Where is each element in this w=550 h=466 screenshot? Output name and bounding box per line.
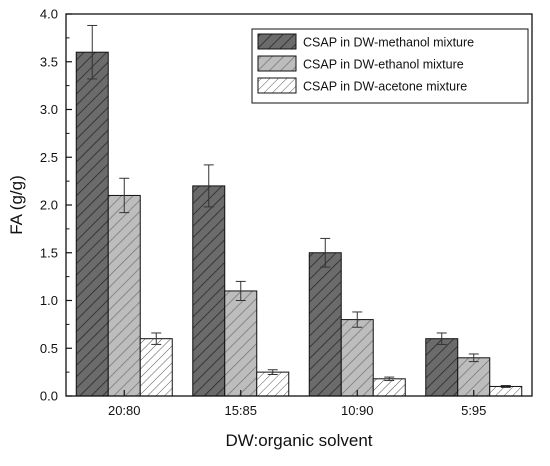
legend-label: CSAP in DW-ethanol mixture [303,58,464,72]
bar-20-80-series-0 [75,51,109,397]
x-tick-label: 5:95 [461,403,486,418]
y-tick-label: 1.5 [40,245,58,260]
y-tick-label: 4.0 [40,7,58,22]
legend-label: CSAP in DW-acetone mixture [303,80,467,94]
legend: CSAP in DW-methanol mixture CSAP in DW-et… [251,28,529,104]
y-axis: 0.0 0.5 1.0 1.5 2.0 2.5 3.0 3.5 4.0 [40,7,72,404]
bar-15-85-series-2 [256,371,290,397]
y-tick-label: 0.0 [40,389,58,404]
y-tick-label: 0.5 [40,341,58,356]
x-tick-label: 10:90 [341,403,374,418]
bar-20-80-series-2 [139,338,173,397]
bar-15-85-series-0 [192,185,226,397]
y-tick-label: 3.5 [40,54,58,69]
bar-5-95-series-0 [425,338,459,397]
error-bars-layer [87,24,511,388]
bars-layer [75,51,523,397]
y-tick-label: 2.0 [40,198,58,213]
y-tick-label: 3.0 [40,102,58,117]
bar-15-85-series-1 [224,290,258,397]
bar-10-90-series-0 [308,252,342,397]
x-tick-label: 15:85 [224,403,257,418]
y-tick-label: 2.5 [40,150,58,165]
bar-20-80-series-1 [107,194,141,397]
y-axis-title: FA (g/g) [7,175,26,235]
x-axis-title: DW:organic solvent [225,431,372,450]
bar-10-90-series-1 [340,319,374,397]
y-tick-label: 1.0 [40,293,58,308]
legend-swatch [257,55,297,72]
legend-label: CSAP in DW-methanol mixture [303,36,474,50]
legend-swatch [257,33,297,50]
legend-box [251,28,529,104]
x-tick-label: 20:80 [108,403,141,418]
x-axis: 20:80 15:85 10:90 5:95 [108,390,486,418]
legend-swatch [257,77,297,94]
bar-10-90-series-2 [372,378,406,397]
bar-5-95-series-1 [457,357,491,397]
